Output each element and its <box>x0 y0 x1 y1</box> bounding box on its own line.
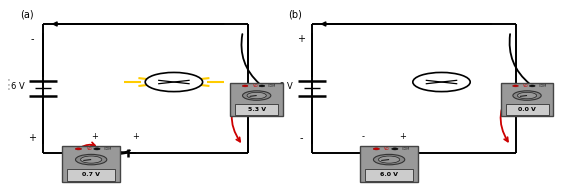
Text: 5.3 V: 5.3 V <box>248 107 266 112</box>
Text: +: + <box>399 132 406 141</box>
Circle shape <box>512 85 519 87</box>
Circle shape <box>378 156 400 163</box>
Circle shape <box>94 148 100 150</box>
Text: -: - <box>299 133 302 143</box>
Circle shape <box>242 85 248 87</box>
Text: (a): (a) <box>20 10 33 20</box>
Bar <box>62 146 120 182</box>
Circle shape <box>259 85 265 87</box>
Text: COM: COM <box>268 84 276 88</box>
Bar <box>506 104 548 115</box>
Circle shape <box>75 148 82 150</box>
Circle shape <box>243 91 271 100</box>
Bar <box>501 83 553 116</box>
Text: 0.0 V: 0.0 V <box>518 107 536 112</box>
Text: VΩ: VΩ <box>385 147 390 151</box>
Text: 6 V: 6 V <box>11 82 25 91</box>
Circle shape <box>75 154 107 165</box>
Text: -: - <box>361 132 364 141</box>
Circle shape <box>513 91 541 100</box>
Text: COM: COM <box>402 147 410 151</box>
Bar <box>360 146 418 182</box>
Text: 6 V: 6 V <box>279 82 293 91</box>
Text: ⋮: ⋮ <box>2 78 15 92</box>
Circle shape <box>517 92 537 99</box>
Text: COM: COM <box>104 147 112 151</box>
Text: VΩ: VΩ <box>252 84 258 88</box>
Polygon shape <box>372 149 396 157</box>
Text: -: - <box>30 34 34 44</box>
Circle shape <box>529 85 535 87</box>
Text: COM: COM <box>539 84 547 88</box>
Text: 0.7 V: 0.7 V <box>82 172 100 177</box>
Circle shape <box>392 148 398 150</box>
Bar <box>235 104 278 115</box>
Text: VΩ: VΩ <box>523 84 528 88</box>
Polygon shape <box>104 149 128 157</box>
Bar <box>68 169 115 181</box>
Circle shape <box>81 156 102 163</box>
Text: (b): (b) <box>288 10 302 20</box>
Text: VΩ: VΩ <box>87 147 92 151</box>
Text: +: + <box>132 132 138 141</box>
Circle shape <box>145 72 203 92</box>
Bar <box>230 83 283 116</box>
Circle shape <box>413 72 470 92</box>
Text: +: + <box>92 132 99 141</box>
Text: +: + <box>28 133 36 143</box>
Circle shape <box>373 148 379 150</box>
Bar <box>365 169 413 181</box>
Text: +: + <box>297 34 305 44</box>
Circle shape <box>373 154 405 165</box>
Circle shape <box>247 92 266 99</box>
Text: 6.0 V: 6.0 V <box>380 172 398 177</box>
